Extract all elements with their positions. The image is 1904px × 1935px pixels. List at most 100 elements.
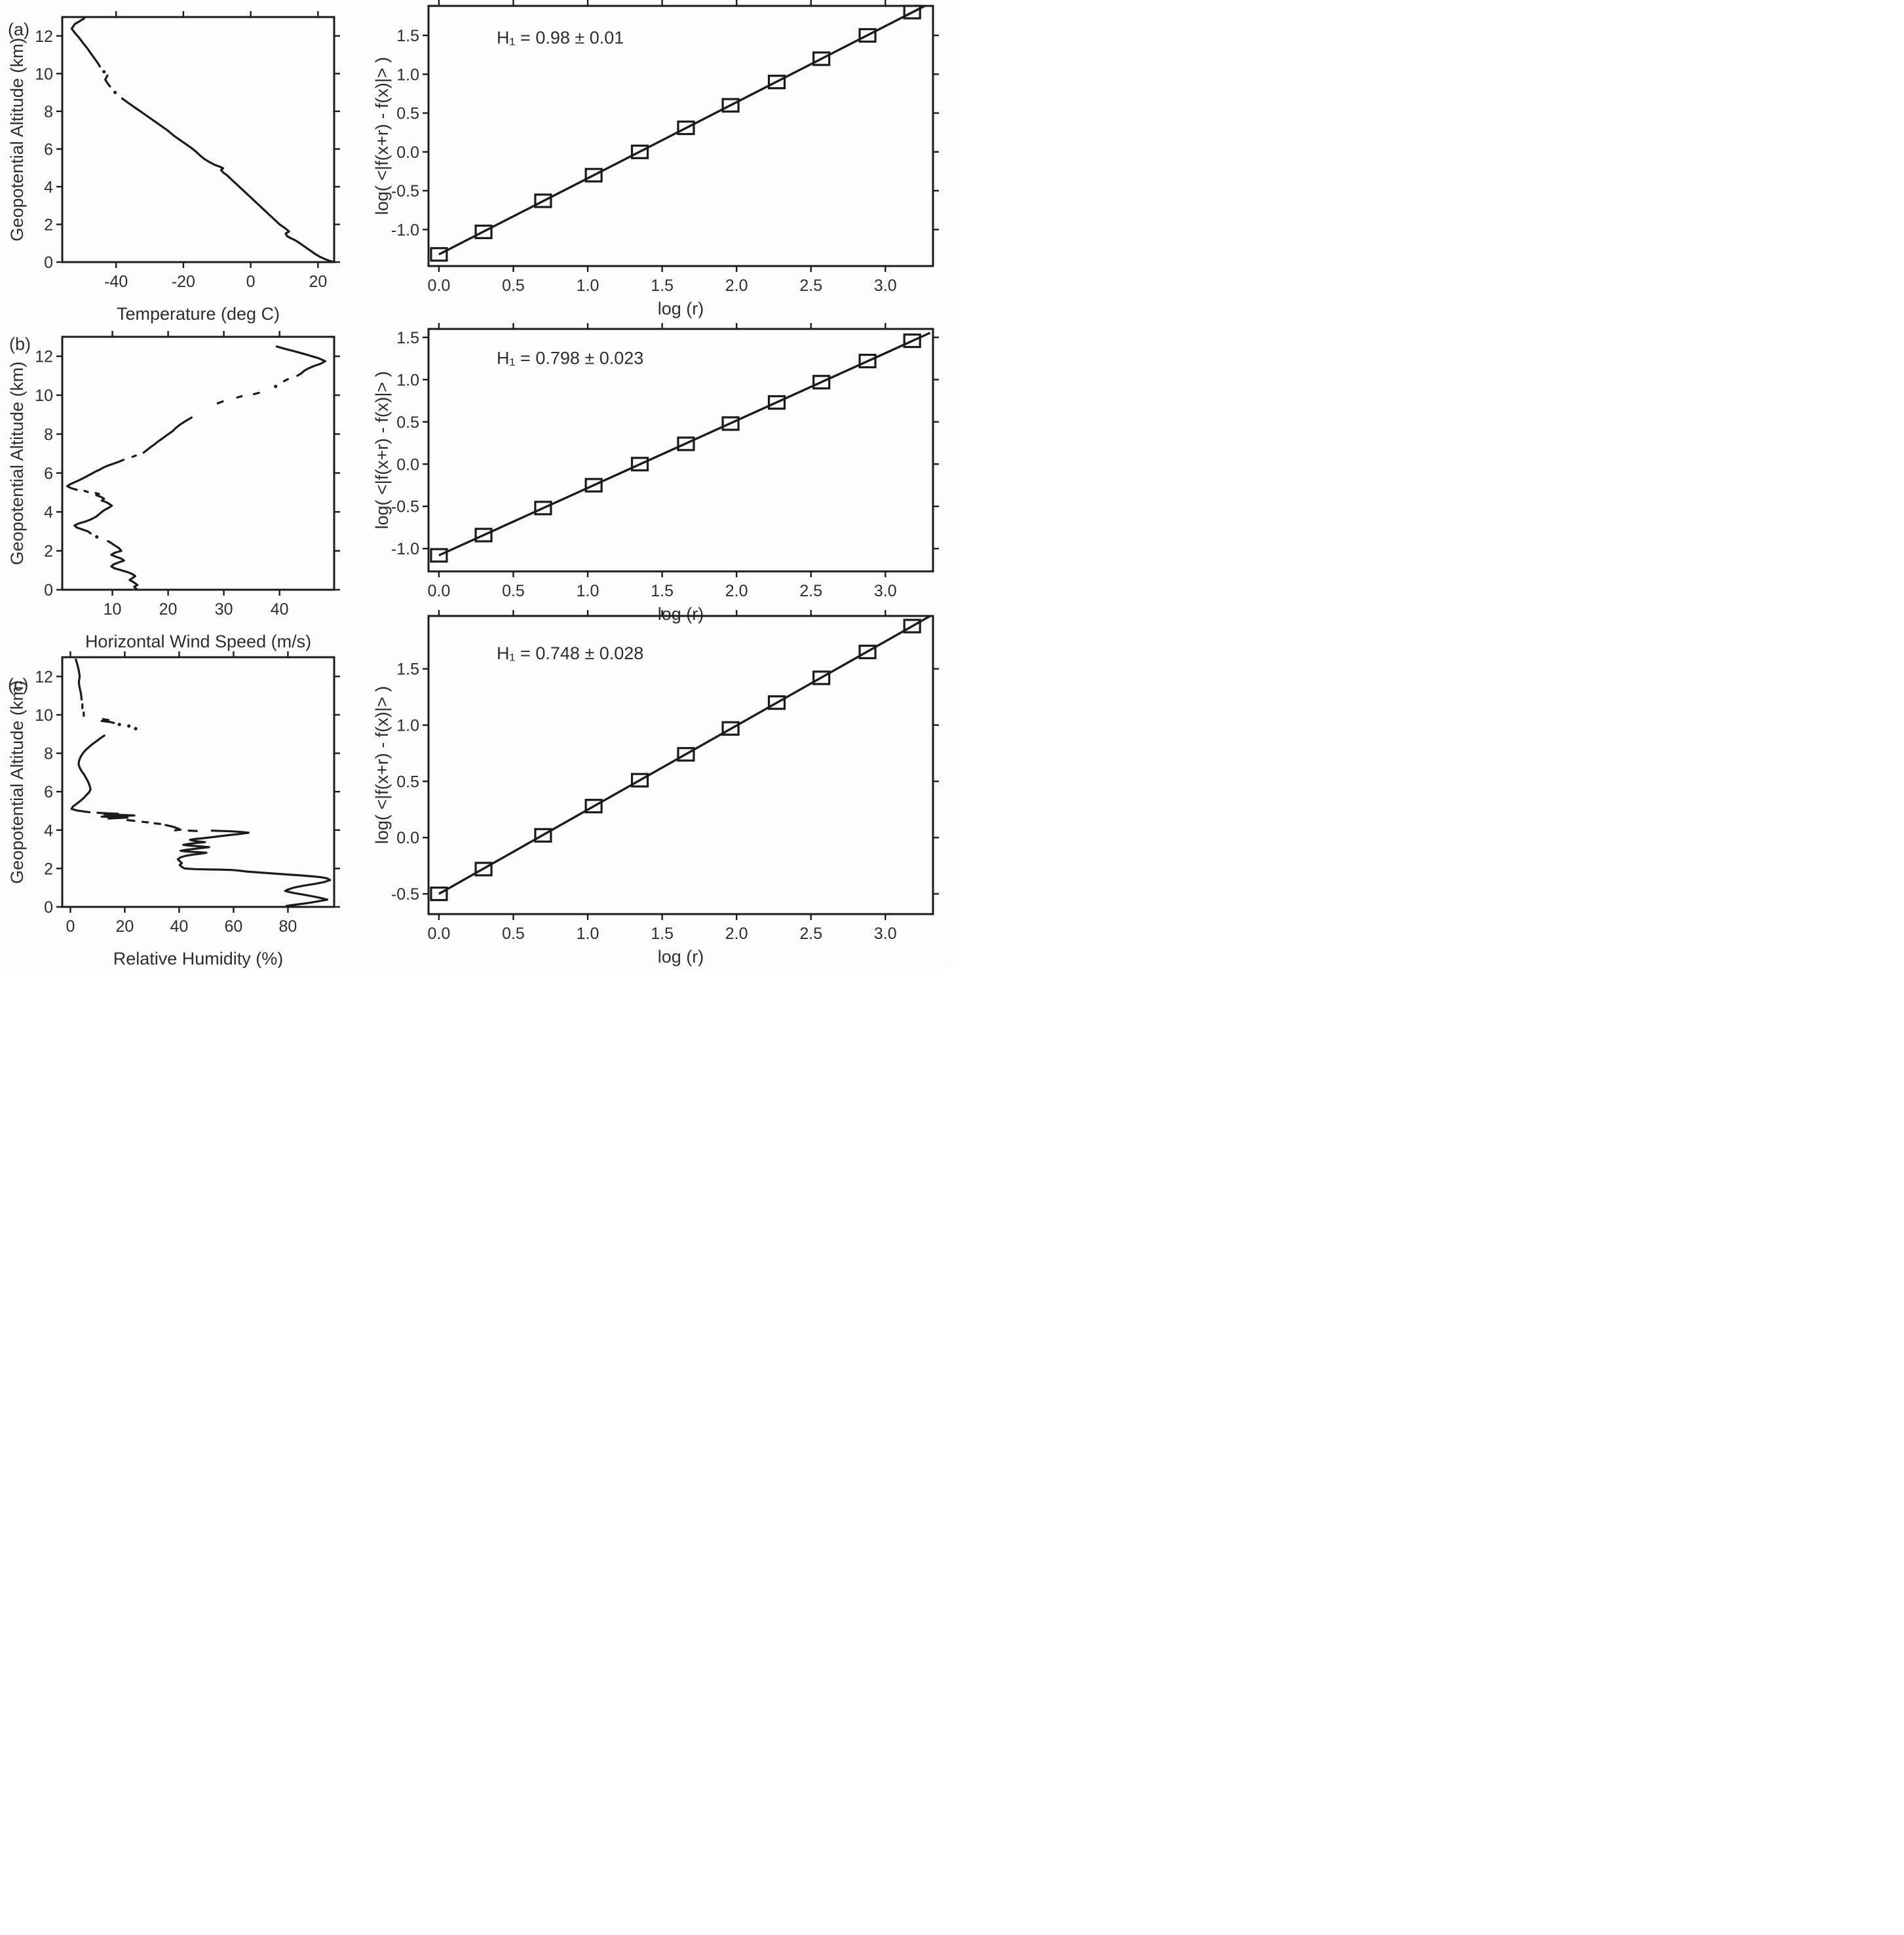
relative-humidity-profile-dot [127, 724, 131, 728]
x-axis-label: Horizontal Wind Speed (m/s) [85, 632, 311, 651]
data-square [858, 353, 877, 369]
y-tick-label: 0 [44, 898, 53, 917]
wind-speed-profile-dot [274, 385, 278, 389]
wind-speed-profile-dot [95, 535, 99, 539]
y-tick-label: 1.5 [396, 661, 419, 679]
temperature-profile [121, 97, 334, 263]
x-tick-label: 20 [159, 600, 178, 619]
x-tick-label: 60 [225, 917, 243, 936]
x-tick-label: 2.5 [799, 925, 822, 943]
x-tick-label: 20 [116, 917, 134, 936]
y-axis-label: log( <|f(x+r) - f(x)|> ) [372, 57, 392, 215]
y-axis-label: Geopotential Altitude (km) [7, 38, 27, 242]
data-square [903, 333, 921, 349]
plot-frame [427, 328, 934, 573]
x-tick-label: 1.0 [577, 277, 600, 295]
wind-speed-profile [216, 400, 224, 405]
y-tick-label: 0.5 [396, 413, 419, 432]
x-tick-label: 3.0 [874, 582, 897, 600]
data-square [474, 862, 493, 877]
y-tick-label: 0.0 [396, 144, 419, 162]
y-tick-label: 12 [35, 668, 53, 686]
data-square [474, 224, 493, 239]
y-tick-label: 2 [44, 216, 53, 234]
wind-speed-profile [236, 394, 243, 399]
fit-line [438, 332, 931, 557]
y-tick-label: 8 [44, 103, 53, 121]
x-tick-label: 0.5 [502, 277, 525, 295]
data-square [767, 695, 786, 710]
x-tick-label: 80 [279, 917, 297, 936]
x-tick-label: -20 [172, 273, 195, 291]
y-tick-label: 12 [35, 348, 53, 366]
y-tick-label: -1.0 [391, 540, 419, 558]
data-square [677, 120, 695, 136]
x-tick-label: 0.0 [428, 277, 451, 295]
wind-speed-profile [252, 391, 260, 396]
plot-frame [427, 615, 934, 915]
fit-line [438, 615, 931, 895]
y-tick-label: 2 [44, 860, 53, 878]
y-tick-label: 10 [35, 706, 53, 725]
relative-humidity-profile [126, 818, 136, 822]
panel-b_scaling: 0.0 0.5 1.0 1.5 2.0 2.5 3.0 -1.0 -0.5 0.0 0.5 1.0 1.… [372, 323, 939, 624]
wind-speed-profile [131, 454, 137, 458]
x-axis-label: Temperature (deg C) [117, 304, 280, 324]
wind-speed-profile [66, 459, 125, 491]
x-tick-label: 30 [215, 600, 233, 619]
temperature-profile-dot [102, 69, 106, 74]
relative-humidity-profile [187, 829, 198, 832]
hurst-annotation: H₁ = 0.798 ± 0.023 [497, 349, 643, 368]
y-tick-label: -0.5 [391, 498, 419, 516]
y-tick-label: 0 [44, 254, 53, 272]
data-square [677, 436, 695, 451]
data-square [721, 721, 740, 736]
panel-letter-b: (b) [9, 334, 31, 354]
data-square [858, 28, 877, 43]
x-tick-label: 1.5 [651, 925, 674, 943]
y-tick-label: 1.5 [396, 329, 419, 347]
data-square [630, 457, 649, 472]
y-axis-label: Geopotential Altitude (km) [7, 362, 27, 565]
x-tick-label: 10 [104, 600, 122, 619]
x-tick-label: 0 [246, 273, 256, 291]
data-square [858, 644, 877, 660]
y-axis-label: Geopotential Altitude (km) [7, 680, 27, 884]
panel-a_scaling: 0.0 0.5 1.0 1.5 2.0 2.5 3.0 -1.0 -0.5 0.0 0.5 1.0 1.… [372, 0, 939, 318]
data-square [534, 193, 552, 208]
relative-humidity-profile [75, 658, 83, 701]
data-square [767, 395, 786, 410]
plot-frame [61, 335, 335, 591]
y-axis-label: log( <|f(x+r) - f(x)|> ) [372, 371, 392, 529]
relative-humidity-profile [176, 829, 332, 908]
data-square [767, 75, 786, 90]
data-square [721, 416, 740, 431]
data-square [812, 51, 831, 66]
y-tick-label: 1.0 [396, 66, 419, 84]
plot-frame [61, 16, 335, 263]
x-tick-label: 2.0 [725, 925, 748, 943]
x-axis-label: Relative Humidity (%) [113, 949, 284, 968]
data-square [430, 886, 448, 902]
relative-humidity-profile [96, 811, 136, 820]
data-square [584, 478, 603, 493]
data-square [534, 501, 552, 516]
y-tick-label: 2 [44, 543, 53, 561]
y-tick-label: 6 [44, 783, 53, 801]
y-tick-label: 8 [44, 425, 53, 444]
y-tick-label: 0.5 [396, 105, 419, 123]
panel-c_scaling: 0.0 0.5 1.0 1.5 2.0 2.5 3.0-0.50.00.51.01.5log… [372, 610, 939, 967]
y-tick-label: 12 [35, 28, 53, 46]
y-tick-label: 6 [44, 465, 53, 483]
wind-speed-profile [73, 491, 113, 535]
x-axis-label: log (r) [658, 947, 704, 967]
relative-humidity-profile [164, 824, 182, 832]
y-tick-label: -0.5 [391, 885, 419, 904]
data-square [812, 375, 831, 390]
y-tick-label: -0.5 [391, 182, 419, 201]
wind-speed-profile [83, 489, 89, 493]
temperature-profile [70, 17, 102, 68]
temperature-profile [104, 74, 111, 88]
y-tick-label: 8 [44, 745, 53, 763]
plot-frame [427, 5, 934, 267]
